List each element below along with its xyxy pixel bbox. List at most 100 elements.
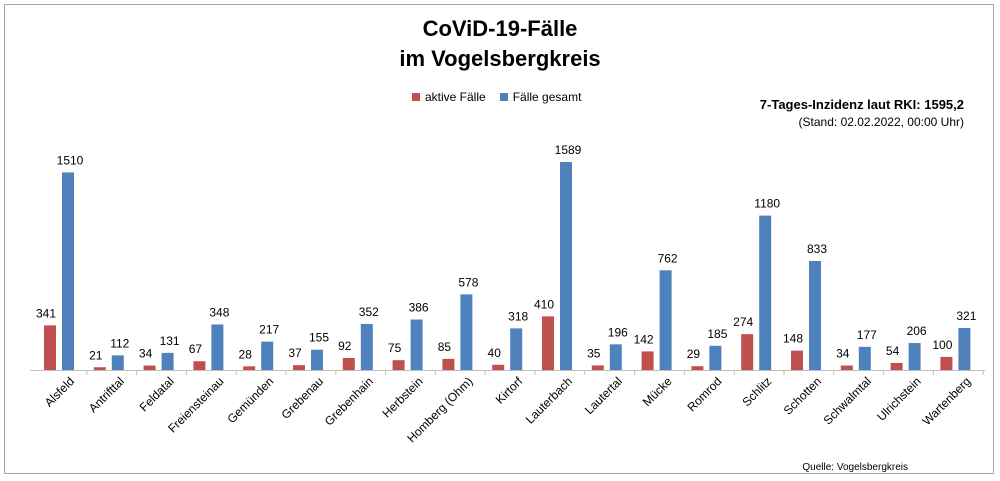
data-label-total: 155 <box>309 331 329 345</box>
chart-frame <box>4 4 994 474</box>
x-tick-label: Grebenhain <box>322 374 376 428</box>
x-tick-label: Schwalmtal <box>821 374 874 427</box>
data-label-total: 206 <box>907 324 927 338</box>
legend-label-active: aktive Fälle <box>425 90 486 104</box>
bar-total <box>858 346 871 370</box>
x-tick-label: Antrifttal <box>86 374 127 415</box>
bar-active <box>591 365 604 370</box>
data-label-active: 28 <box>239 347 253 361</box>
x-tick-label: Alsfeld <box>42 374 77 409</box>
bar-total <box>211 324 224 370</box>
bar-active <box>143 365 156 370</box>
x-tick-label: Kirtorf <box>493 374 526 407</box>
data-label-active: 148 <box>783 332 803 346</box>
data-label-total: 578 <box>458 275 478 289</box>
bar-total <box>560 162 572 370</box>
data-label-active: 34 <box>139 347 153 361</box>
data-label-total: 1180 <box>754 197 780 211</box>
bar-active <box>940 356 953 370</box>
bar-total <box>809 260 821 370</box>
data-label-active: 29 <box>687 347 701 361</box>
bar-total <box>311 349 323 370</box>
bar-total <box>410 319 423 370</box>
data-label-active: 142 <box>634 332 654 346</box>
data-label-active: 35 <box>587 346 601 360</box>
bar-active <box>890 362 903 370</box>
data-label-active: 54 <box>886 344 900 358</box>
bar-total <box>460 294 473 370</box>
bar-total <box>958 327 971 370</box>
x-tick-label: Romrod <box>684 374 724 414</box>
data-label-total: 1510 <box>57 153 84 167</box>
bar-active <box>691 366 704 370</box>
bar-total <box>709 345 722 370</box>
x-tick-label: Lautertal <box>582 374 625 417</box>
data-label-total: 112 <box>110 336 129 350</box>
bar-active <box>293 365 305 370</box>
chart-title-line1: CoViD-19-Fälle <box>422 16 578 41</box>
x-tick-label: Herbstein <box>380 374 426 420</box>
bar-active <box>542 316 554 370</box>
data-label-total: 1589 <box>555 143 582 157</box>
x-tick-label: Feldatal <box>137 374 177 414</box>
data-label-total: 833 <box>807 242 827 256</box>
legend-item-total: Fälle gesamt <box>499 90 582 104</box>
data-label-total: 352 <box>359 305 379 319</box>
x-tick-label: Grebenau <box>278 374 326 422</box>
data-label-active: 34 <box>836 347 850 361</box>
bar-active <box>840 365 853 370</box>
data-label-active: 341 <box>36 306 56 320</box>
data-label-active: 92 <box>338 339 352 353</box>
bar-active <box>193 361 206 370</box>
data-label-total: 217 <box>259 323 279 337</box>
x-tick-label: Gemünden <box>224 374 276 426</box>
stand-note: (Stand: 02.02.2022, 00:00 Uhr) <box>798 115 964 129</box>
data-label-total: 185 <box>707 327 727 341</box>
data-label-total: 386 <box>409 300 429 314</box>
bar-total <box>510 328 523 370</box>
bar-active <box>741 334 754 370</box>
bar-active <box>641 351 654 370</box>
legend: aktive Fälle Fälle gesamt <box>412 90 595 104</box>
bar-active <box>93 367 106 370</box>
data-label-active: 100 <box>932 338 952 352</box>
data-label-active: 274 <box>733 315 753 329</box>
x-tick-label: Schotten <box>781 374 824 417</box>
x-tick-label: Wartenberg <box>920 374 974 428</box>
bar-total <box>659 270 672 370</box>
data-label-active: 85 <box>438 340 452 354</box>
bar-total <box>908 343 921 370</box>
bar-active <box>492 364 505 370</box>
data-label-total: 348 <box>209 305 229 319</box>
source-note: Quelle: Vogelsbergkreis <box>802 462 908 473</box>
legend-swatch-active <box>412 93 420 101</box>
legend-swatch-total <box>499 93 508 101</box>
bar-total <box>111 355 124 370</box>
x-tick-label: Schlitz <box>739 374 774 409</box>
data-label-active: 21 <box>89 348 103 362</box>
bar-active <box>392 360 405 370</box>
chart-title-line2: im Vogelsbergkreis <box>399 46 601 71</box>
data-label-active: 75 <box>388 341 402 355</box>
legend-item-active: aktive Fälle <box>412 90 486 104</box>
x-tick-label: Mücke <box>640 374 675 409</box>
legend-label-total: Fälle gesamt <box>512 90 582 104</box>
bar-total <box>360 323 373 370</box>
bar-total <box>759 215 772 370</box>
data-label-active: 410 <box>534 297 554 311</box>
incidence-note: 7-Tages-Inzidenz laut RKI: 1595,2 <box>759 97 964 112</box>
data-label-active: 40 <box>488 346 502 360</box>
x-tick-label: Ulrichstein <box>874 374 924 424</box>
bar-active <box>442 358 455 370</box>
bar-active <box>342 357 355 370</box>
bar-active <box>791 350 803 370</box>
bar-total <box>609 344 622 370</box>
bar-active <box>44 325 56 370</box>
data-label-total: 321 <box>956 309 976 323</box>
bar-total <box>62 172 74 370</box>
data-label-active: 67 <box>189 342 203 356</box>
data-label-total: 318 <box>508 309 528 323</box>
bar-active <box>243 366 256 370</box>
data-label-total: 131 <box>160 334 180 348</box>
